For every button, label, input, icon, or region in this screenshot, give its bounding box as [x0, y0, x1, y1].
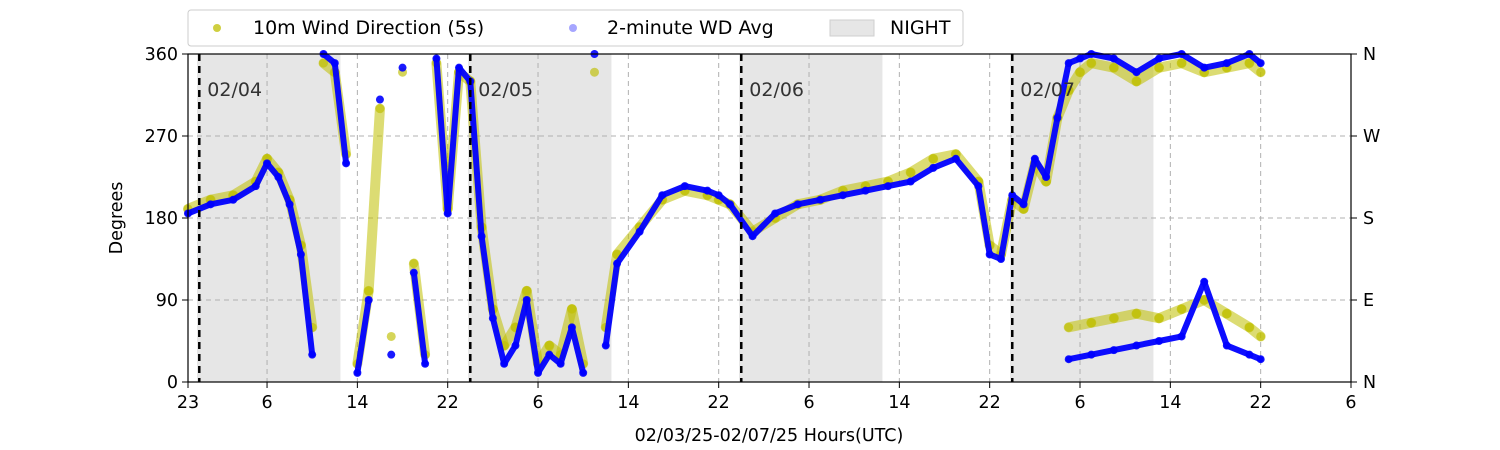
avg-trace [512, 297, 530, 349]
avg-trace [636, 192, 666, 235]
legend: 10m Wind Direction (5s) 2-minute WD Avg NI… [187, 9, 964, 47]
avg-trace [1223, 342, 1253, 358]
x-tick-label: 22 [437, 393, 459, 413]
avg-point [398, 63, 407, 72]
x-tick-label: 6 [261, 393, 272, 413]
y2-tick-label: S [1363, 209, 1374, 229]
avg-trace [286, 201, 304, 258]
legend-box [187, 9, 964, 47]
y2-tick-label: N [1363, 373, 1376, 393]
avg-point [308, 350, 317, 359]
legend-label: NIGHT [890, 17, 951, 39]
avg-trace [467, 78, 485, 240]
avg-trace [1054, 60, 1072, 121]
avg-trace [659, 183, 688, 199]
avg-trace [1178, 278, 1208, 340]
x-tick-label: 14 [888, 393, 910, 413]
avg-trace [354, 297, 372, 376]
x-axis-label: 02/03/25-02/07/25 Hours(UTC) [635, 426, 904, 446]
x-tick-label: 6 [1345, 393, 1356, 413]
avg-point [375, 95, 384, 104]
y2-tick-label: W [1363, 127, 1380, 147]
x-tick-label: 22 [708, 393, 730, 413]
avg-trace [1133, 55, 1163, 76]
y-tick-label: 0 [167, 373, 178, 393]
y-tick-label: 270 [145, 127, 178, 147]
data-points [183, 50, 1266, 377]
avg-trace [568, 324, 587, 376]
avg-trace [1110, 55, 1140, 76]
legend-wind-marker [213, 24, 221, 32]
avg-trace [275, 174, 293, 208]
legend-label: 2-minute WD Avg [607, 17, 774, 39]
avg-trace [952, 155, 982, 190]
wind-trace [363, 103, 385, 296]
avg-trace [1201, 278, 1230, 349]
axes: 23 6 14 22 6 14 22 6 14 22 6 14 22 6 0 N 90 E 180 S 270 W 360 N [145, 45, 1381, 413]
x-tick-label: 14 [617, 393, 639, 413]
avg-point [364, 296, 373, 304]
avg-point [579, 368, 588, 377]
avg-trace [930, 155, 959, 171]
avg-trace [997, 192, 1016, 262]
legend-label: 10m Wind Direction (5s) [253, 17, 484, 39]
avg-trace [230, 183, 259, 203]
day-marker-label: 02/06 [749, 79, 804, 101]
avg-trace [331, 60, 350, 167]
wind-point [386, 331, 396, 341]
wind-point [375, 104, 385, 114]
x-tick-label: 6 [803, 393, 814, 413]
day-marker-label: 02/04 [207, 79, 262, 101]
x-tick-label: 23 [177, 393, 199, 413]
avg-trace [252, 160, 271, 190]
avg-point [1256, 355, 1265, 364]
avg-trace [726, 201, 756, 240]
avg-trace [975, 183, 993, 258]
avg-trace [444, 64, 462, 217]
avg-trace [772, 201, 801, 217]
avg-trace [602, 260, 621, 349]
avg-trace [614, 228, 643, 267]
avg-trace [185, 201, 214, 217]
avg-trace [489, 315, 508, 367]
y-tick-label: 90 [156, 291, 178, 311]
y2-tick-label: N [1363, 45, 1376, 65]
y2-tick-label: E [1363, 291, 1374, 311]
x-tick-label: 6 [532, 393, 543, 413]
wind-point [589, 67, 599, 77]
x-tick-label: 14 [346, 393, 368, 413]
x-tick-label: 22 [979, 393, 1001, 413]
legend-night-swatch [829, 19, 875, 37]
day-marker-label: 02/07 [1020, 79, 1075, 101]
x-tick-label: 6 [1074, 393, 1085, 413]
legend-avg-marker [569, 24, 577, 32]
wind-point [1256, 67, 1266, 77]
avg-trace [297, 251, 316, 358]
avg-point [1256, 59, 1265, 68]
day-marker-label: 02/05 [478, 79, 533, 101]
avg-trace [557, 324, 575, 367]
avg-trace [1223, 51, 1253, 67]
avg-trace [907, 164, 937, 185]
avg-point [421, 359, 430, 368]
avg-trace [410, 269, 429, 367]
day-markers: 02/04 02/05 02/06 02/07 [198, 54, 1075, 382]
avg-trace [749, 210, 779, 240]
avg-trace [478, 233, 496, 322]
x-tick-label: 14 [1159, 393, 1181, 413]
avg-point [342, 159, 351, 168]
avg-trace [1020, 155, 1038, 208]
avg-point [387, 350, 396, 359]
avg-trace [433, 55, 451, 217]
x-tick-label: 22 [1250, 393, 1272, 413]
avg-trace [523, 297, 542, 376]
y-axis-label: Degrees [107, 182, 127, 255]
y-tick-label: 180 [145, 209, 178, 229]
avg-trace [1178, 51, 1208, 71]
avg-trace [1043, 114, 1061, 180]
wind-point [1256, 331, 1266, 341]
y-tick-label: 360 [145, 45, 178, 65]
